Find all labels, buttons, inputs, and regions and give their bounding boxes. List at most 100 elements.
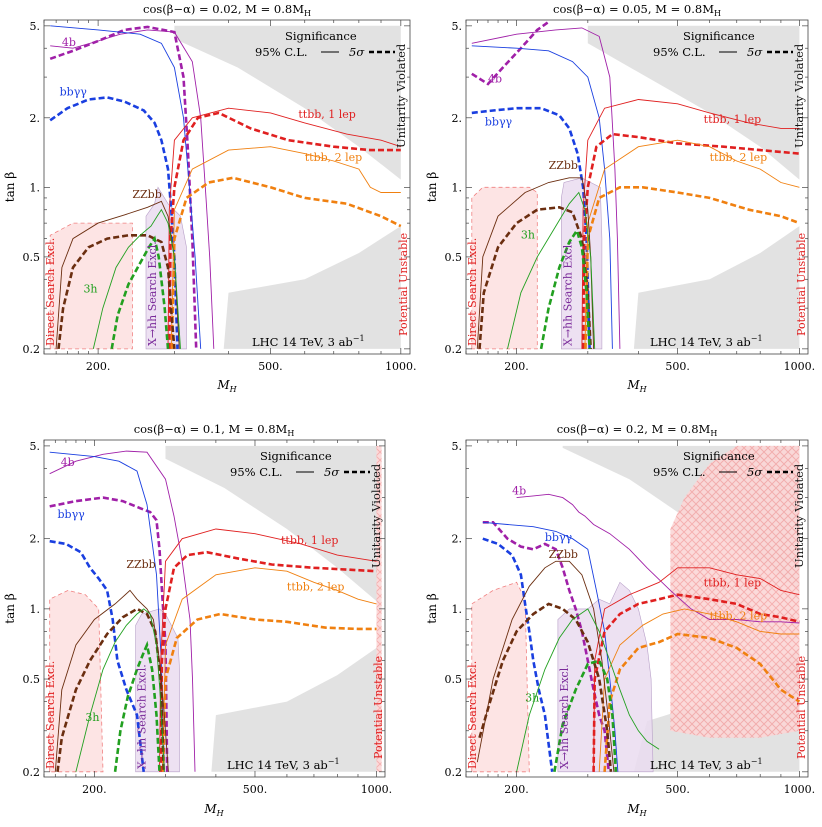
curve-label-ttbb1: ttbb, 1 lep [298, 108, 355, 121]
direct-search-label: Direct Search Excl. [466, 238, 479, 346]
x-axis-label: MH [216, 378, 237, 394]
legend-5sigma-label: 5σ [324, 465, 340, 479]
curve-ttbb1-5sigma [168, 111, 401, 349]
curve-4b-95cl [471, 27, 621, 349]
legend-5sigma-label: 5σ [349, 45, 365, 59]
legend-95cl-label: 95% C.L. [653, 45, 706, 59]
hatched-region [670, 445, 800, 738]
curve-3h-95cl [75, 608, 165, 772]
y-tick-label: 0.2 [445, 766, 463, 779]
legend: Significance 95% C.L. 5σ [653, 29, 793, 59]
lhc-label-sup: −1 [328, 757, 340, 766]
y-tick-label: 2. [30, 533, 41, 546]
x-tick-label: 500. [665, 360, 690, 373]
x-axis-label-sub: H [229, 385, 238, 394]
unitarity-violated-label: Unitarity Violated [792, 463, 806, 568]
x-tick-label: 1000. [784, 360, 816, 373]
y-tick-label: 2. [452, 112, 463, 125]
y-axis-label: tan β [425, 172, 439, 203]
potential-region [223, 226, 401, 349]
panel-title: cos(β−α) = 0.2, M = 0.8MH [557, 422, 718, 438]
y-tick-label: 1. [30, 181, 41, 194]
curve-label-zzbb: ZZbb [549, 548, 578, 561]
x-axis-label-sub: H [639, 809, 648, 818]
curve-label-3h: 3h [83, 283, 97, 296]
lhc-label-sup: −1 [353, 334, 365, 343]
legend-title: Significance [285, 29, 357, 43]
legend-title: Significance [683, 29, 755, 43]
x-tick-label: 500. [665, 783, 690, 796]
x-tick-label: 200. [86, 360, 111, 373]
panel-4: 4b bbγγ ttbb, 1 lep ttbb, 2 lep ZZbb 3h Direct… [425, 422, 815, 818]
y-axis-label: tan β [425, 593, 439, 624]
plot-area: 4b bbγγ ttbb, 1 lep ttbb, 2 lep ZZbb 3h Direct… [466, 445, 808, 773]
x-tick-label: 1000. [361, 783, 393, 796]
direct-search-label: Direct Search Excl. [44, 661, 57, 769]
curve-label-bbyy: bbγγ [60, 85, 88, 98]
lhc-label: LHC 14 TeV, 3 ab−1 [252, 334, 365, 349]
potential-region [633, 226, 800, 349]
y-tick-label: 5. [30, 440, 41, 453]
x-axis-label: MH [626, 802, 647, 818]
x-tick-label: 200. [504, 783, 529, 796]
y-tick-label: 0.2 [445, 343, 463, 356]
curve-4b-5sigma [482, 520, 611, 772]
panel-title-sub: H [714, 9, 721, 18]
y-tick-label: 2. [30, 112, 41, 125]
legend-95cl-label: 95% C.L. [230, 465, 283, 479]
legend-95cl-label: 95% C.L. [255, 45, 308, 59]
curve-label-3h: 3h [525, 692, 539, 705]
curve-bbyy-5sigma [49, 96, 179, 349]
xhh-search-label: X→hh Search Excl. [146, 241, 159, 346]
curve-3h-5sigma [553, 659, 618, 773]
curve-label-zzbb: ZZbb [549, 159, 578, 172]
x-axis-label: MH [626, 378, 647, 394]
x-tick-label: 500. [258, 360, 283, 373]
y-tick-label: 0.5 [23, 673, 41, 686]
curve-bbyy-95cl [49, 451, 165, 772]
potential-unstable-label: Potential Unstable [795, 656, 808, 759]
curve-ttbb1-5sigma [592, 593, 800, 772]
curve-zzbb-5sigma [478, 602, 613, 772]
xhh-search-label: X→hh Search Excl. [561, 241, 574, 346]
y-tick-label: 0.2 [23, 343, 41, 356]
direct-search-region [471, 581, 530, 773]
curve-label-ttbb2: ttbb, 2 lep [710, 151, 767, 164]
xhh-search-label: X→hh Search Excl. [136, 664, 149, 769]
y-tick-label: 1. [452, 603, 463, 616]
curve-ttbb2-5sigma [584, 186, 800, 349]
curve-bbyy-95cl [471, 45, 613, 349]
curve-ttbb2-95cl [584, 139, 800, 349]
curve-zzbb-5sigma [57, 234, 176, 350]
curve-ttbb1-95cl [159, 528, 377, 772]
curve-label-ttbb1: ttbb, 1 lep [281, 534, 338, 547]
y-tick-label: 5. [452, 440, 463, 453]
curve-label-4b: 4b [61, 456, 75, 469]
curve-label-4b: 4b [488, 72, 502, 85]
lhc-label-sup: −1 [751, 334, 763, 343]
direct-search-region [49, 222, 133, 350]
potential-region [211, 647, 377, 772]
panel-1: 4b bbγγ ttbb, 1 lep ttbb, 2 lep ZZbb 3h Direct… [3, 2, 417, 394]
curve-3h-95cl [92, 208, 181, 350]
legend: Significance 95% C.L. 5σ [230, 449, 370, 479]
curve-label-3h: 3h [521, 229, 535, 242]
y-tick-label: 0.5 [445, 251, 463, 264]
curve-ttbb1-5sigma [159, 550, 377, 772]
unitarity-violated-label: Unitarity Violated [792, 43, 806, 148]
panel-title-sub: H [710, 429, 717, 438]
direct-search-region [49, 589, 104, 773]
curve-label-zzbb: ZZbb [132, 188, 161, 201]
lhc-label: LHC 14 TeV, 3 ab−1 [650, 757, 763, 772]
curve-3h-95cl [516, 608, 660, 772]
y-tick-label: 1. [452, 181, 463, 194]
direct-search-label: Direct Search Excl. [44, 238, 57, 346]
y-axis-label: tan β [3, 593, 17, 624]
legend-95cl-label: 95% C.L. [653, 465, 706, 479]
legend-title: Significance [260, 449, 332, 463]
plot-area: 4b bbγγ ttbb, 1 lep ttbb, 2 lep ZZbb 3h Direct… [44, 25, 410, 350]
x-tick-label: 200. [504, 360, 529, 373]
x-tick-label: 1000. [784, 783, 816, 796]
curve-ttbb2-95cl [598, 608, 800, 772]
